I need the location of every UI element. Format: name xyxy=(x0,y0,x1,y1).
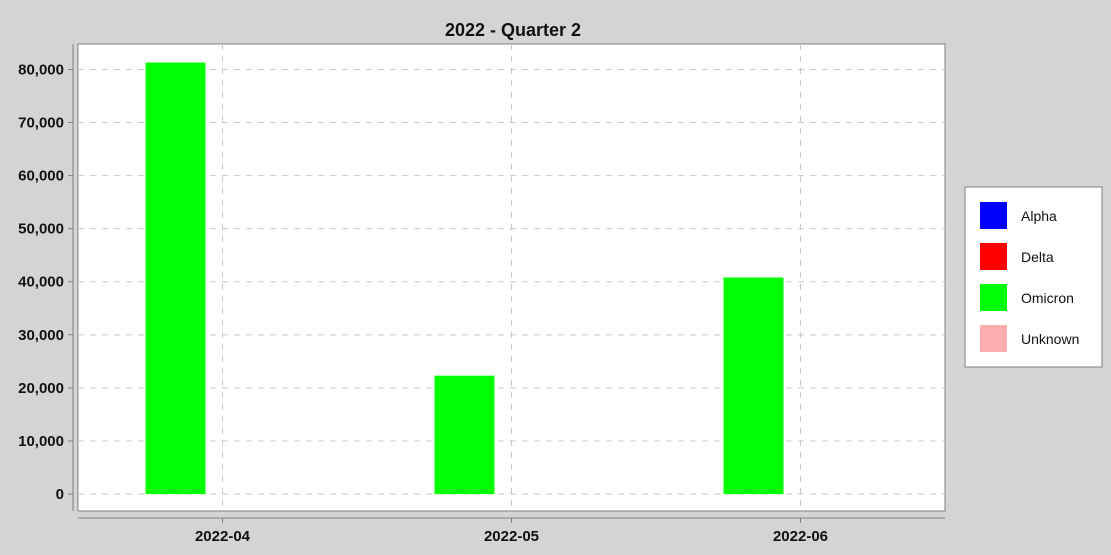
y-axis: 0 10,000 20,000 30,000 40,000 50,000 60,000 70,… xyxy=(18,44,74,511)
x-tick-label: 2022-04 xyxy=(195,528,251,545)
bar-omicron-2022-04 xyxy=(145,62,206,495)
legend-swatch-omicron xyxy=(980,284,1007,311)
gridlines xyxy=(78,44,945,511)
x-tick-label: 2022-05 xyxy=(484,528,539,545)
y-tick-label: 30,000 xyxy=(18,327,64,344)
legend-swatch-alpha xyxy=(980,202,1007,229)
legend-label-alpha: Alpha xyxy=(1021,208,1057,224)
y-tick-label: 0 xyxy=(56,486,64,503)
y-tick-label: 10,000 xyxy=(18,433,64,450)
chart-title: 2022 - Quarter 2 xyxy=(445,20,581,40)
y-tick-label: 60,000 xyxy=(18,168,64,185)
legend-label-unknown: Unknown xyxy=(1021,331,1079,347)
legend-label-delta: Delta xyxy=(1021,249,1054,265)
y-tick-label: 70,000 xyxy=(18,115,64,132)
y-tick-label: 50,000 xyxy=(18,221,64,238)
bar-omicron-2022-06 xyxy=(723,277,784,495)
legend-label-omicron: Omicron xyxy=(1021,290,1074,306)
x-axis: 2022-04 2022-05 2022-06 xyxy=(78,517,945,545)
y-tick-label: 80,000 xyxy=(18,61,64,78)
bars xyxy=(145,62,784,495)
legend-swatch-delta xyxy=(980,243,1007,270)
legend-swatch-unknown xyxy=(980,325,1007,352)
legend: Alpha Delta Omicron Unknown xyxy=(964,186,1103,368)
y-tick-label: 40,000 xyxy=(18,274,64,291)
y-tick-label: 20,000 xyxy=(18,380,64,397)
x-tick-label: 2022-06 xyxy=(773,528,828,545)
bar-omicron-2022-05 xyxy=(434,375,495,495)
